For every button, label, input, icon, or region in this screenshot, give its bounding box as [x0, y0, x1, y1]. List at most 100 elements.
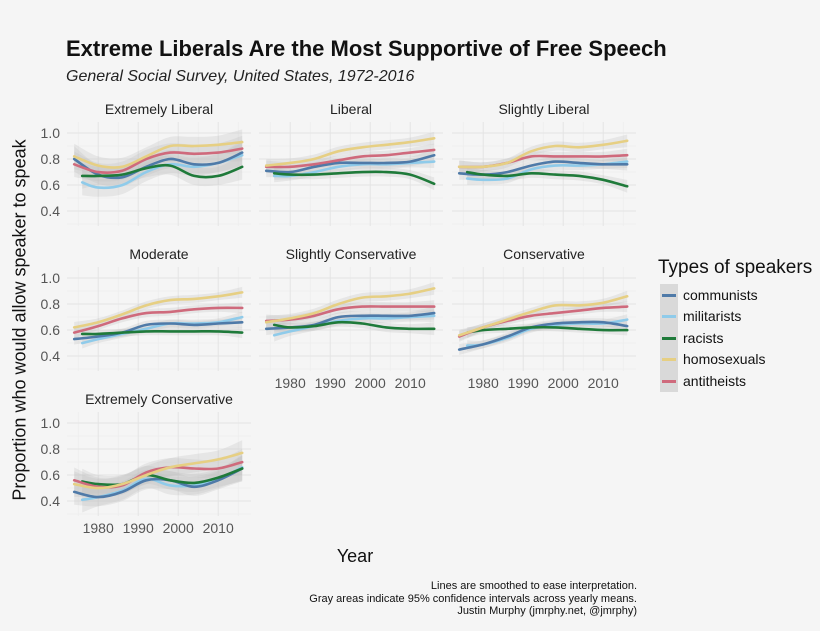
x-tick-label: 1980 — [83, 520, 114, 536]
facet-panel: Conservative 1980 1990 2000 2010 — [452, 246, 636, 391]
confidence-band-antitheists — [74, 302, 243, 339]
confidence-band-racists — [274, 317, 435, 336]
x-tick-label: 1990 — [123, 520, 154, 536]
confidence-band-antitheists — [459, 301, 628, 342]
series-line-antitheists — [264, 305, 436, 323]
y-tick-label: 0.4 — [41, 348, 61, 364]
series-line-homosexuals — [72, 291, 244, 329]
series-line-racists — [272, 320, 436, 331]
confidence-band-homosexuals — [74, 129, 243, 177]
legend-item-homosexuals: homosexuals — [658, 348, 812, 370]
series-line-racists — [80, 467, 244, 487]
legend-label: racists — [683, 329, 724, 346]
legend-swatch — [662, 336, 676, 340]
y-tick-label: 0.6 — [41, 322, 61, 338]
facet-panel: Moderate 0.4 0.6 0.8 1.0 — [41, 246, 251, 371]
legend-key — [660, 370, 678, 392]
facet-strip-label: Extremely Conservative — [85, 391, 233, 407]
confidence-band-antitheists — [74, 135, 243, 182]
series-line-antitheists — [264, 148, 436, 169]
y-tick-label: 0.8 — [41, 441, 61, 457]
facet-strip-label: Slightly Liberal — [498, 101, 589, 117]
y-tick-label: 0.6 — [41, 177, 61, 193]
caption-line: Gray areas indicate 95% confidence inter… — [309, 592, 637, 605]
x-tick-label: 2000 — [355, 375, 386, 391]
series-line-homosexuals — [72, 140, 244, 169]
series-line-antitheists — [72, 147, 244, 174]
y-tick-label: 0.6 — [41, 467, 61, 483]
facet-strip-label: Liberal — [330, 101, 372, 117]
series-line-communists — [264, 153, 436, 174]
series-line-homosexuals — [457, 139, 629, 169]
confidence-band-militarists — [82, 311, 243, 349]
legend-item-militarists: militarists — [658, 305, 812, 327]
series-line-racists — [272, 170, 436, 186]
confidence-band-racists — [82, 154, 243, 189]
legend-label: communists — [683, 286, 758, 303]
x-tick-label: 1980 — [468, 375, 499, 391]
y-tick-label: 1.0 — [41, 270, 61, 286]
legend-key — [660, 327, 678, 349]
panel-background — [67, 267, 251, 371]
facet-strip-label: Extremely Liberal — [105, 101, 213, 117]
x-tick-label: 1990 — [508, 375, 539, 391]
x-tick-label: 2000 — [548, 375, 579, 391]
x-axis-label: Year — [336, 546, 374, 566]
confidence-band-homosexuals — [459, 290, 628, 341]
legend-swatch — [662, 293, 676, 297]
series-line-antitheists — [72, 306, 244, 334]
facet-panel: Slightly Liberal — [452, 101, 636, 226]
series-line-racists — [465, 325, 629, 334]
x-tick-label: 2000 — [163, 520, 194, 536]
confidence-band-antitheists — [459, 148, 628, 174]
confidence-band-militarists — [82, 142, 243, 197]
x-tick-label: 2010 — [588, 375, 619, 391]
legend-title: Types of speakers — [658, 257, 813, 278]
series-line-racists — [80, 329, 244, 336]
series-line-racists — [80, 163, 244, 179]
y-tick-label: 1.0 — [41, 125, 61, 141]
legend-swatch — [662, 379, 676, 383]
caption-line: Justin Murphy (jmrphy.net, @jmrphy) — [457, 605, 637, 617]
x-tick-label: 1990 — [315, 375, 346, 391]
series-line-communists — [457, 320, 629, 351]
series-line-homosexuals — [457, 295, 629, 337]
series-line-communists — [72, 467, 244, 499]
series-line-homosexuals — [264, 137, 436, 167]
facet-strip-label: Conservative — [503, 246, 585, 262]
series-line-homosexuals — [264, 287, 436, 324]
x-tick-label: 1980 — [275, 375, 306, 391]
legend-key — [660, 348, 678, 370]
series-line-militarists — [272, 314, 436, 337]
y-tick-label: 1.0 — [41, 415, 61, 431]
confidence-band-racists — [467, 323, 628, 339]
facet-strip-label: Slightly Conservative — [286, 246, 417, 262]
x-tick-label: 2010 — [203, 520, 234, 536]
y-tick-label: 0.4 — [41, 493, 61, 509]
panel-background — [452, 267, 636, 371]
legend-key — [660, 305, 678, 327]
y-tick-label: 0.8 — [41, 151, 61, 167]
chart-subtitle: General Social Survey, United States, 19… — [66, 68, 415, 85]
legend: Types of speakers communists militarists r… — [658, 257, 812, 392]
legend-item-racists: racists — [658, 327, 812, 349]
caption-line: Lines are smoothed to ease interpretatio… — [430, 580, 637, 592]
panel-background — [67, 412, 251, 516]
legend-key — [660, 284, 678, 306]
y-tick-label: 0.4 — [41, 203, 61, 219]
facet-panel: Extremely Conservative 0.4 0.6 0.8 1.0 1980 19… — [41, 391, 251, 536]
x-tick-label: 2010 — [395, 375, 426, 391]
series-line-homosexuals — [72, 451, 244, 490]
facet-panel: Liberal — [259, 101, 443, 226]
legend-item-antitheists: antitheists — [658, 370, 812, 392]
legend-swatch — [662, 358, 676, 361]
caption: Lines are smoothed to ease interpretatio… — [309, 580, 637, 618]
legend-label: militarists — [683, 308, 742, 325]
legend-label: homosexuals — [683, 351, 766, 368]
series-line-racists — [465, 170, 629, 188]
chart-title: Extreme Liberals Are the Most Supportive… — [66, 36, 667, 61]
y-tick-label: 0.8 — [41, 296, 61, 312]
legend-swatch — [662, 315, 676, 318]
series-line-communists — [72, 321, 244, 341]
